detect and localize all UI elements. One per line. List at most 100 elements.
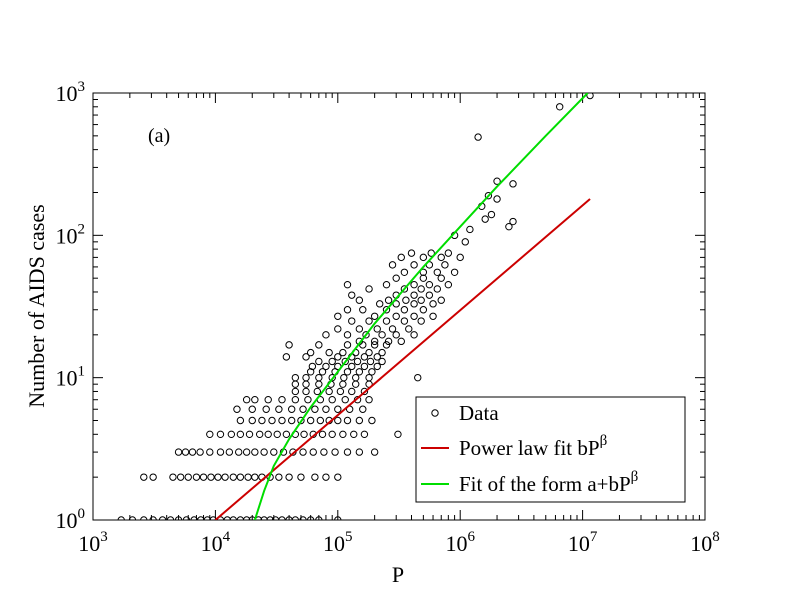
data-point: [291, 373, 300, 382]
data-point: [242, 448, 251, 456]
x-tick-label: 106: [445, 529, 475, 556]
data-point: [365, 348, 373, 357]
data-point: [322, 362, 330, 371]
data-point: [365, 317, 373, 325]
data-point: [378, 357, 386, 366]
data-point: [450, 268, 459, 276]
data-point: [236, 430, 245, 439]
data-point: [339, 430, 347, 439]
data-point: [216, 430, 225, 439]
data-point: [287, 416, 296, 425]
data-point: [282, 353, 291, 361]
data-point: [318, 368, 327, 376]
data-point: [343, 448, 352, 456]
data-point: [441, 261, 449, 269]
data-point: [355, 368, 364, 376]
data-point: [251, 473, 259, 481]
data-point: [251, 448, 259, 456]
data-point: [287, 405, 296, 413]
data-point: [339, 348, 347, 357]
data-point: [509, 180, 517, 188]
data-point: [235, 448, 243, 456]
fit-line: [214, 198, 591, 520]
data-point: [174, 516, 183, 520]
data-point: [334, 405, 342, 413]
data-point: [343, 341, 352, 349]
data-point: [315, 516, 323, 520]
data-point: [304, 396, 312, 404]
data-point: [397, 253, 405, 262]
data-point: [343, 416, 352, 425]
plot-frame: [92, 92, 706, 521]
data-point: [244, 473, 252, 481]
data-point: [368, 368, 376, 376]
data-point: [461, 238, 469, 246]
data-point: [311, 405, 319, 413]
data-point: [221, 473, 229, 481]
data-point: [392, 300, 400, 308]
data-point: [402, 296, 410, 304]
data-point: [334, 312, 342, 320]
fit-lines: [214, 93, 591, 520]
data-point: [308, 362, 317, 371]
data-point: [427, 249, 435, 257]
data-point: [429, 312, 437, 320]
data-point: [192, 473, 201, 481]
data-point: [258, 416, 266, 425]
data-point: [400, 306, 409, 314]
data-point: [273, 430, 281, 439]
data-point: [373, 353, 381, 361]
data-point: [328, 396, 336, 404]
data-point: [306, 348, 315, 357]
data-point: [425, 291, 434, 299]
data-point: [328, 430, 336, 439]
data-point: [278, 416, 286, 425]
data-point: [419, 253, 428, 262]
data-point: [392, 312, 400, 320]
data-point: [487, 210, 496, 219]
data-point: [410, 331, 418, 339]
data-point: [236, 416, 245, 425]
data-point: [373, 362, 381, 371]
data-point: [176, 473, 185, 481]
data-point: [382, 280, 391, 289]
data-point: [368, 416, 376, 425]
data-point: [373, 325, 381, 333]
data-point: [405, 325, 413, 333]
fit-line: [253, 93, 589, 520]
data-point: [322, 331, 330, 339]
data-point: [419, 274, 428, 282]
x-tick-label: 107: [568, 529, 598, 556]
data-point: [474, 133, 482, 141]
data-point: [320, 448, 328, 456]
data-point: [270, 448, 278, 456]
data-point: [351, 380, 360, 388]
data-point: [425, 280, 434, 289]
data-point: [365, 373, 373, 382]
x-tick-label: 105: [323, 529, 353, 556]
data-point: [362, 331, 370, 339]
data-point: [322, 405, 330, 413]
data-point: [315, 341, 323, 349]
data-point: [149, 473, 157, 481]
data-point: [297, 473, 305, 481]
data-point: [339, 380, 347, 388]
data-point: [410, 312, 418, 320]
data-point: [255, 430, 264, 439]
data-point: [360, 353, 369, 361]
data-point: [251, 396, 259, 404]
x-axis-label: P: [392, 562, 404, 587]
data-point: [248, 405, 256, 413]
data-point: [343, 331, 352, 339]
y-tick-label: 101: [56, 364, 86, 391]
data-point: [242, 516, 251, 520]
data-point: [382, 306, 391, 314]
data-point: [206, 448, 214, 456]
data-point: [206, 430, 214, 439]
data-point: [203, 516, 212, 520]
data-point: [264, 430, 272, 439]
data-point: [556, 103, 564, 111]
data-point: [266, 516, 274, 520]
tick-labels: 103 104 105 106 107 108 100 101 102 103: [56, 79, 720, 556]
data-point: [407, 249, 416, 257]
